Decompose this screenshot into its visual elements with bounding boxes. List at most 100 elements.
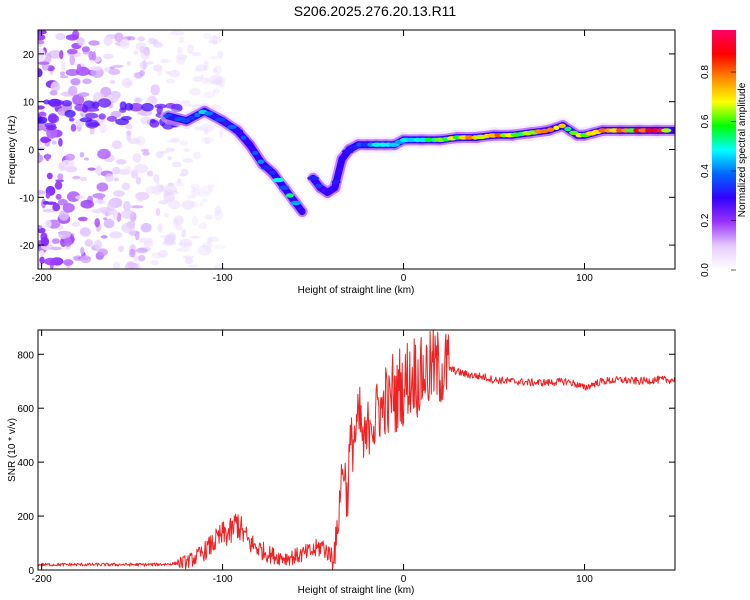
heatmap-cell (103, 217, 108, 221)
heatmap-cell (97, 98, 112, 108)
heatmap-cell (38, 105, 45, 110)
heatmap-cell (192, 52, 202, 57)
snr-x-ticks: -200 -100 0 100 (32, 330, 593, 585)
heatmap-cell (168, 200, 181, 210)
heatmap-cell (180, 99, 191, 104)
heatmap-cell (189, 88, 201, 96)
heatmap-cell (212, 35, 218, 45)
heatmap-cell (89, 128, 95, 135)
heatmap-cell (175, 247, 190, 252)
heatmap-cell (80, 177, 88, 181)
heatmap-cell (207, 236, 219, 242)
heatmap-cell (661, 128, 672, 133)
heatmap-cell (38, 40, 45, 45)
heatmap-cell (61, 60, 66, 71)
heatmap-cell (564, 126, 572, 132)
heatmap-cell (80, 246, 85, 255)
heatmap-cell (134, 163, 149, 174)
y-tick-label: 200 (17, 512, 34, 523)
heatmap-cell (39, 256, 45, 264)
heatmap-cell (78, 92, 90, 97)
heatmap-cell (182, 158, 193, 163)
heatmap-cell (150, 260, 160, 266)
heatmap-cell (49, 90, 58, 96)
heatmap-cell (424, 137, 434, 143)
heatmap-cell (45, 220, 52, 228)
heatmap-cell (111, 140, 123, 150)
heatmap-cell (170, 30, 185, 36)
heatmap-cell (209, 114, 221, 119)
heatmap-cell (63, 259, 74, 266)
heatmap-cell (137, 196, 144, 203)
y-tick-label: -20 (20, 241, 35, 252)
heatmap-cell (217, 50, 224, 60)
heatmap-cell (194, 67, 201, 72)
heatmap-cell (57, 199, 68, 206)
heatmap-cell (155, 207, 161, 217)
heatmap-cell (94, 239, 103, 250)
heatmap-cell (38, 227, 46, 234)
heatmap-cell (77, 216, 88, 222)
heatmap-cell (184, 257, 194, 265)
heatmap-cell (130, 205, 144, 209)
heatmap-cell (203, 60, 209, 72)
heatmap-cell (179, 100, 192, 107)
heatmap-cell (141, 102, 154, 112)
heatmap-cell (124, 165, 132, 173)
heatmap-cell (84, 239, 94, 247)
heatmap-cell (71, 221, 81, 227)
heatmap-cell (207, 184, 215, 188)
heatmap-cell (114, 32, 124, 43)
spectrogram-y-ticks: -20 -10 0 10 20 (20, 50, 675, 252)
heatmap-cell (55, 32, 66, 41)
colorbar-gradient (712, 30, 736, 270)
heatmap-cell (97, 148, 111, 160)
heatmap-cell (204, 137, 210, 145)
heatmap-cell (44, 122, 57, 128)
y-tick-label: 0 (28, 566, 34, 577)
heatmap-cell (109, 231, 123, 239)
heatmap-cell (58, 230, 71, 240)
figure-title: S206.2025.276.20.13.R11 (294, 3, 457, 19)
heatmap-cell (272, 177, 285, 183)
heatmap-cell (135, 176, 141, 185)
x-tick-label: 0 (401, 273, 407, 284)
heatmap-cell (45, 153, 50, 162)
heatmap-cell (106, 115, 117, 122)
heatmap-cell (61, 100, 73, 107)
heatmap-cell (338, 156, 346, 162)
heatmap-cell (48, 50, 62, 59)
heatmap-cell (192, 151, 201, 160)
heatmap-cell (112, 261, 121, 269)
heatmap-cell (160, 58, 170, 64)
heatmap-cell (40, 236, 50, 247)
heatmap-cell (179, 173, 186, 177)
heatmap-cell (278, 185, 290, 190)
heatmap-cell (240, 135, 247, 140)
heatmap-cell (72, 175, 81, 180)
heatmap-cell (154, 103, 167, 109)
heatmap-cell (178, 242, 192, 246)
heatmap-cell (59, 50, 64, 60)
heatmap-cell (202, 241, 213, 250)
snr-panel: -200 -100 0 100 0 200 400 600 800 Height of str… (7, 329, 676, 596)
y-tick-label: 0 (28, 146, 34, 157)
heatmap-cell (553, 125, 560, 130)
heatmap-cell (81, 46, 90, 53)
heatmap-cell (113, 177, 119, 182)
heatmap-cell (109, 80, 116, 84)
heatmap-cell (163, 184, 178, 194)
heatmap-cell (207, 237, 213, 244)
heatmap-cell (558, 123, 566, 128)
heatmap-cell (192, 76, 204, 82)
heatmap-cell (227, 124, 237, 130)
heatmap-cell (69, 54, 75, 66)
heatmap-cell (348, 145, 359, 150)
heatmap-cell (190, 183, 200, 190)
heatmap-cell (168, 69, 181, 78)
heatmap-cell (38, 68, 43, 78)
heatmap-cell (215, 117, 226, 122)
heatmap-cell (206, 249, 212, 253)
heatmap-cell (314, 183, 323, 188)
heatmap-cell (107, 200, 117, 212)
